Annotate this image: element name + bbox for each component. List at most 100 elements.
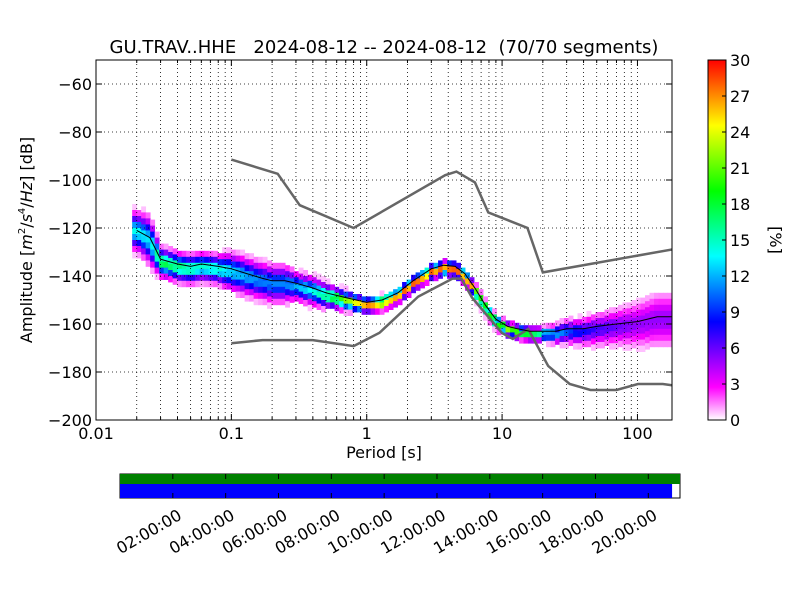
density-cell xyxy=(141,218,147,225)
density-cell xyxy=(150,261,156,268)
density-cell xyxy=(384,294,389,301)
density-cell xyxy=(564,324,569,331)
density-cell xyxy=(168,258,174,265)
density-cell xyxy=(249,253,255,260)
density-cell xyxy=(352,300,358,307)
density-cell xyxy=(271,262,277,270)
density-cell xyxy=(312,289,318,296)
density-cell xyxy=(177,256,183,264)
density-cell xyxy=(253,298,259,306)
density-cell xyxy=(145,248,151,255)
density-cell xyxy=(618,334,623,342)
plot-frame xyxy=(95,59,673,421)
density-cell xyxy=(172,278,178,285)
density-cell xyxy=(298,267,304,274)
density-cell xyxy=(240,273,246,280)
density-cell xyxy=(276,274,282,282)
density-cell xyxy=(163,243,169,250)
density-cell xyxy=(195,256,201,264)
density-cell xyxy=(658,328,664,336)
density-cell xyxy=(555,338,560,345)
density-cell xyxy=(564,318,569,325)
density-cell xyxy=(411,274,416,282)
density-cell xyxy=(645,325,650,332)
colorbar: 0 3 6 9 12 15 18 21 24 27 30 [%] xyxy=(707,51,785,430)
density-cell xyxy=(253,286,259,294)
density-cell xyxy=(645,337,650,344)
density-cell xyxy=(424,267,430,274)
density-cell xyxy=(658,322,664,330)
density-cell xyxy=(181,274,187,282)
density-cell xyxy=(339,307,344,314)
density-cell xyxy=(501,315,506,322)
curve-layer xyxy=(136,158,672,392)
density-cell xyxy=(154,237,160,244)
density-cell xyxy=(132,234,138,241)
density-cell xyxy=(271,274,277,282)
density-cell xyxy=(262,256,268,264)
density-cell xyxy=(226,277,232,284)
density-cell xyxy=(402,294,407,301)
density-cell xyxy=(231,279,237,286)
density-cell xyxy=(541,334,547,342)
density-cell xyxy=(267,284,273,291)
density-cell xyxy=(451,260,457,267)
density-cell xyxy=(429,262,434,270)
density-cell xyxy=(537,331,542,338)
density-cell xyxy=(568,315,574,322)
density-cell xyxy=(244,259,250,266)
density-cell xyxy=(541,322,547,330)
density-cell xyxy=(388,291,394,298)
density-cell xyxy=(618,322,623,330)
density-cell xyxy=(235,273,241,280)
density-cell xyxy=(307,304,313,312)
density-cell xyxy=(289,290,295,297)
density-cell xyxy=(595,336,601,343)
density-cell xyxy=(406,285,412,292)
density-cell xyxy=(586,310,592,318)
density-cell xyxy=(631,330,637,337)
density-cell xyxy=(487,319,493,326)
density-cell xyxy=(514,322,520,330)
density-cell xyxy=(375,302,380,309)
density-cell xyxy=(604,315,610,322)
density-cell xyxy=(465,278,470,285)
density-cell xyxy=(456,268,461,276)
density-cell xyxy=(312,271,318,278)
density-cell xyxy=(276,298,282,306)
density-cell xyxy=(271,292,277,300)
density-cell xyxy=(325,284,331,291)
density-cell xyxy=(150,231,156,238)
y-tick-label: −160 xyxy=(48,315,92,334)
density-cell xyxy=(505,326,511,333)
density-cell xyxy=(303,288,309,295)
density-cell xyxy=(577,343,583,350)
density-cell xyxy=(451,266,457,273)
density-cell xyxy=(667,340,672,348)
density-cell xyxy=(658,292,664,300)
density-cell xyxy=(420,276,425,283)
density-cell xyxy=(640,333,646,340)
density-cell xyxy=(415,278,421,285)
density-cell xyxy=(555,320,560,327)
density-cell xyxy=(141,242,147,249)
density-cell xyxy=(573,337,578,344)
density-cell xyxy=(604,333,610,340)
density-cell xyxy=(334,298,340,306)
density-cell xyxy=(141,206,147,213)
density-cell xyxy=(226,259,232,266)
density-cell xyxy=(339,295,344,302)
density-cell xyxy=(217,283,223,290)
density-cell xyxy=(213,274,219,282)
density-cell xyxy=(631,336,637,343)
density-cell xyxy=(343,303,349,310)
density-cell xyxy=(285,271,291,278)
density-cell xyxy=(447,260,452,267)
density-cell xyxy=(460,273,466,280)
density-cell xyxy=(168,264,174,271)
density-cell xyxy=(141,236,147,243)
density-cell xyxy=(654,322,659,330)
density-cell xyxy=(505,320,511,327)
density-cell xyxy=(609,343,614,350)
